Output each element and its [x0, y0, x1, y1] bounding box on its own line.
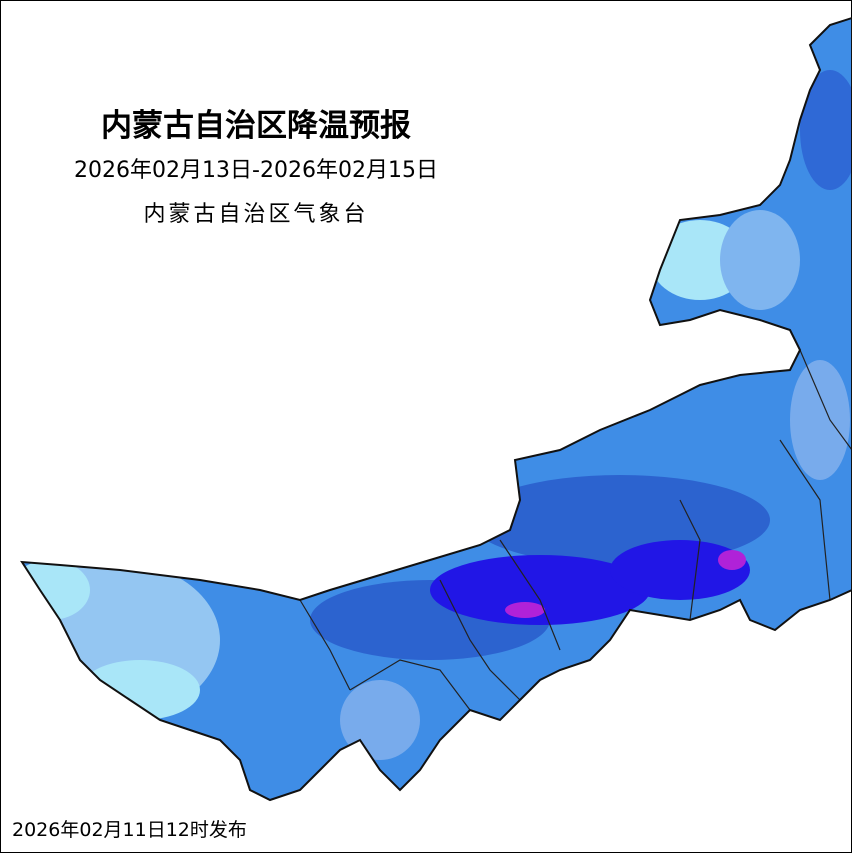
region-outline	[20, 16, 852, 802]
league-borders	[299, 349, 852, 711]
forecast-period: 2026年02月13日-2026年02月15日	[74, 158, 438, 183]
issuer: 内蒙古自治区气象台	[143, 202, 369, 227]
title: 内蒙古自治区降温预报	[101, 108, 411, 144]
publish-time: 2026年02月11日12时发布	[12, 819, 247, 841]
